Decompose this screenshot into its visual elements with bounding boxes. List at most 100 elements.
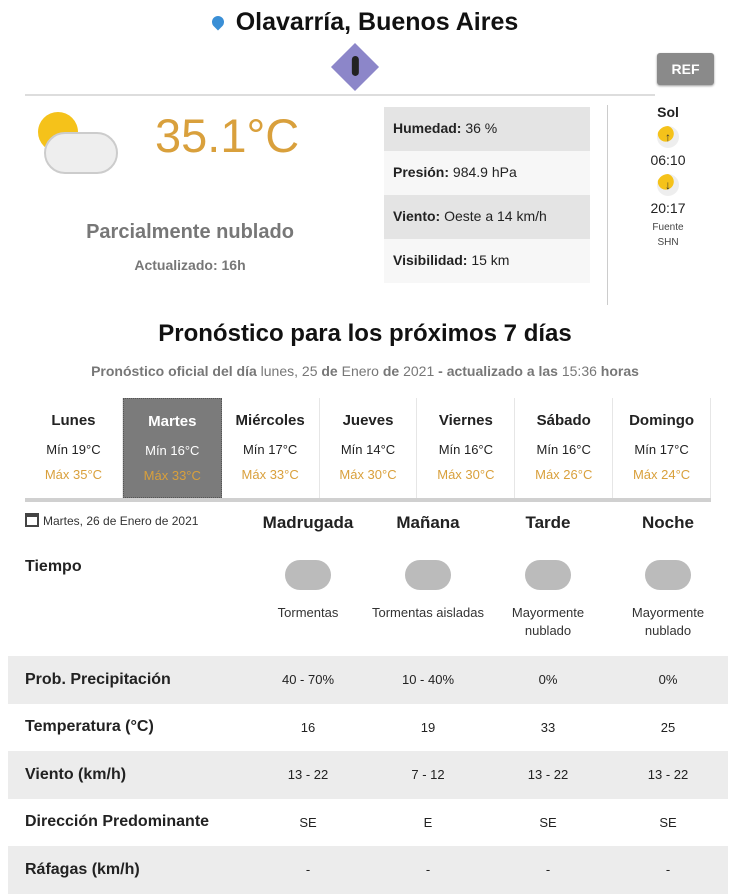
row-value: -: [425, 862, 431, 878]
weather-label: Tiempo: [25, 558, 82, 575]
day-tab-6[interactable]: Domingo Mín 17°C Máx 24°C: [613, 398, 712, 498]
day-min: Mín 17°C: [242, 442, 298, 457]
row-value: -: [665, 862, 671, 878]
row-value: -: [305, 862, 311, 878]
day-max: Máx 33°C: [241, 467, 299, 482]
day-max: Máx 24°C: [632, 467, 691, 482]
row-value: 13 - 22: [527, 767, 569, 783]
day-tab-0[interactable]: Lunes Mín 19°C Máx 35°C: [25, 398, 123, 498]
row-value: 0%: [658, 672, 678, 688]
day-min: Mín 19°C: [46, 442, 101, 457]
day-max: Máx 35°C: [44, 467, 103, 482]
day-name: Sábado: [536, 412, 591, 429]
forecast-table: Prob. Precipitación 40 - 70% 10 - 40% 0% 0% T…: [8, 656, 728, 894]
day-name: Martes: [148, 413, 197, 430]
row-value: 25: [660, 719, 676, 735]
sunset-icon: ↓: [657, 174, 679, 196]
day-name: Miércoles: [235, 412, 305, 429]
updated-time: Actualizado: 16h: [134, 257, 246, 273]
source-label: Fuente: [652, 222, 684, 233]
sunrise-icon: ↑: [657, 126, 679, 148]
weather-description: Mayormente nublado: [511, 605, 585, 638]
heat-alert-icon[interactable]: [330, 42, 380, 92]
row-value: 0%: [538, 672, 558, 688]
sun-title: Sol: [657, 104, 679, 120]
cloud-icon: [44, 132, 118, 174]
sun-panel: Sol ↑ 06:10 ↓ 20:17 Fuente SHN: [630, 104, 706, 250]
calendar-icon: [25, 513, 39, 527]
day-max: Máx 33°C: [143, 468, 201, 483]
row-label: Ráfagas (km/h): [25, 860, 140, 878]
row-value: 7 - 12: [411, 767, 445, 783]
humidity-row: Humedad: 36 %: [384, 107, 590, 151]
divider: [607, 105, 608, 305]
row-label: Prob. Precipitación: [25, 670, 171, 688]
period-header: Mañana: [396, 513, 460, 532]
table-row: Viento (km/h) 13 - 22 7 - 12 13 - 22 13 - 22: [8, 751, 728, 799]
day-min: Mín 16°C: [536, 442, 591, 457]
row-value: 33: [540, 719, 556, 735]
row-value: 13 - 22: [647, 767, 689, 783]
row-label: Viento (km/h): [25, 765, 127, 783]
period-header: Noche: [642, 513, 694, 532]
day-tab-1[interactable]: Martes Mín 16°C Máx 33°C: [122, 398, 222, 498]
weather-description: Mayormente nublado: [631, 605, 705, 638]
weather-description: Tormentas aisladas: [372, 605, 484, 620]
selected-date: Martes, 26 de Enero de 2021: [25, 513, 198, 528]
day-tabs: Lunes Mín 19°C Máx 35°C Martes Mín 16°C Máx 3…: [25, 398, 712, 502]
row-value: 19: [420, 719, 436, 735]
city-title: Olavarría, Buenos Aires: [0, 8, 730, 37]
row-value: -: [545, 862, 551, 878]
day-max: Máx 30°C: [339, 467, 397, 482]
isolated-storm-icon: [405, 560, 451, 590]
row-value: 10 - 40%: [401, 672, 455, 688]
mostly-cloudy-day-icon: [525, 560, 571, 590]
forecast-title: Pronóstico para los próximos 7 días: [158, 320, 572, 347]
table-row: Prob. Precipitación 40 - 70% 10 - 40% 0% 0%: [8, 656, 728, 704]
row-value: E: [423, 814, 433, 830]
visibility-row: Visibilidad: 15 km: [384, 239, 590, 283]
sunrise-time: 06:10: [650, 152, 686, 168]
table-row: Ráfagas (km/h) - - - -: [8, 846, 728, 894]
mostly-cloudy-night-icon: [645, 560, 691, 590]
divider: [25, 94, 655, 96]
current-condition: Parcialmente nublado: [86, 221, 294, 243]
day-tab-3[interactable]: Jueves Mín 14°C Máx 30°C: [320, 398, 418, 498]
current-temperature: 35.1°C: [155, 109, 300, 162]
wind-row: Viento: Oeste a 14 km/h: [384, 195, 590, 239]
table-row: Dirección Predominante SE E SE SE: [8, 798, 728, 846]
day-name: Viernes: [438, 412, 493, 429]
day-name: Jueves: [342, 412, 394, 429]
location-pin-icon: [209, 13, 227, 31]
pressure-row: Presión: 984.9 hPa: [384, 151, 590, 195]
forecast-subtitle: Pronóstico oficial del día lunes, 25 de …: [91, 363, 639, 379]
day-max: Máx 26°C: [535, 467, 593, 482]
thunderstorm-icon: [285, 560, 331, 590]
day-min: Mín 17°C: [634, 442, 689, 457]
day-name: Lunes: [51, 412, 96, 429]
row-value: SE: [659, 814, 677, 830]
weather-description: Tormentas: [277, 605, 339, 620]
sunset-time: 20:17: [650, 200, 686, 216]
row-value: 13 - 22: [287, 767, 329, 783]
day-min: Mín 16°C: [438, 442, 494, 457]
row-value: 40 - 70%: [281, 672, 335, 688]
period-header: Tarde: [525, 513, 571, 532]
source-name: SHN: [657, 237, 679, 248]
city-name: Olavarría, Buenos Aires: [235, 8, 519, 36]
row-value: 16: [300, 719, 316, 735]
row-label: Dirección Predominante: [25, 813, 210, 831]
day-tab-2[interactable]: Miércoles Mín 17°C Máx 33°C: [222, 398, 320, 498]
row-value: SE: [299, 814, 317, 830]
row-label: Temperatura (°C): [25, 718, 154, 736]
day-tab-5[interactable]: Sábado Mín 16°C Máx 26°C: [515, 398, 614, 498]
table-row: Temperatura (°C) 16 19 33 25: [8, 703, 728, 751]
day-min: Mín 16°C: [145, 443, 200, 458]
period-header: Madrugada: [262, 513, 354, 532]
day-max: Máx 30°C: [437, 467, 495, 482]
day-name: Domingo: [629, 412, 695, 429]
current-details: Humedad: 36 % Presión: 984.9 hPa Viento:…: [384, 107, 590, 283]
ref-button[interactable]: REF: [657, 53, 714, 85]
day-tab-4[interactable]: Viernes Mín 16°C Máx 30°C: [417, 398, 516, 498]
day-min: Mín 14°C: [340, 442, 396, 457]
